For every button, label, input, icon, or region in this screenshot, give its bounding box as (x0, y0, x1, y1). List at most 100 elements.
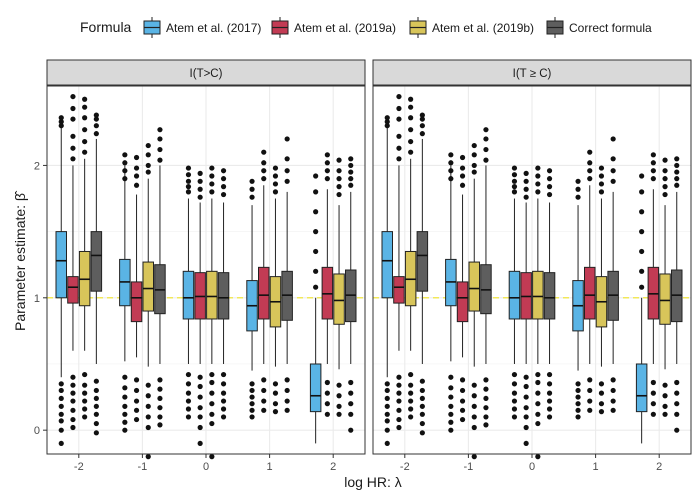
box-iqr (584, 266, 596, 320)
outlier-point (396, 382, 402, 388)
outlier-point (185, 189, 192, 195)
outlier-point (272, 409, 279, 415)
outlier-point (185, 165, 192, 171)
outlier-point (313, 268, 319, 274)
box (595, 165, 608, 415)
box (584, 149, 596, 413)
outlier-point (408, 371, 414, 378)
outlier-point (70, 133, 76, 139)
box-group (182, 165, 230, 460)
outlier-point (313, 173, 319, 179)
outlier-point (336, 393, 342, 399)
outlier-point (610, 156, 616, 162)
outlier-point (261, 149, 267, 155)
box (671, 156, 683, 433)
outlier-point (610, 407, 616, 413)
box-group (246, 136, 293, 420)
outlier-point (261, 387, 267, 394)
outlier-point (448, 427, 454, 433)
outlier-point (650, 379, 656, 386)
outlier-point (82, 115, 88, 121)
outlier-point (662, 176, 668, 182)
outlier-point (535, 454, 541, 460)
outlier-point (408, 390, 414, 396)
outlier-point (122, 419, 128, 425)
outlier-point (70, 145, 76, 151)
box (607, 136, 619, 413)
outlier-point (220, 390, 227, 396)
outlier-point (70, 374, 76, 380)
outlier-point (93, 378, 99, 384)
box-group (119, 127, 166, 460)
outlier-point (396, 116, 402, 122)
box (55, 115, 67, 447)
outlier-point (535, 189, 541, 195)
box (119, 152, 131, 433)
panel: I(T ≥ C) -2 -1 0 1 2 (372, 59, 692, 473)
outlier-point (58, 123, 64, 129)
box (345, 156, 357, 433)
outlier-point (575, 381, 581, 387)
outlier-point (145, 382, 151, 388)
box (206, 165, 218, 460)
outlier-point (511, 381, 518, 387)
outlier-point (471, 169, 477, 175)
outlier-point (483, 377, 489, 383)
outlier-point (185, 398, 192, 404)
box (217, 168, 230, 420)
outlier-point (662, 393, 668, 399)
outlier-point (336, 403, 342, 409)
outlier-point (575, 186, 581, 192)
outlier-point (249, 178, 255, 184)
outlier-point (587, 160, 593, 166)
panels: I(T>C) -2 -1 0 1 2 0 1 2 I(T ≥ C) -2 -1 0 1 2 (34, 59, 692, 473)
outlier-point (133, 377, 140, 383)
box-iqr (635, 363, 648, 413)
outlier-point (384, 427, 390, 433)
outlier-point (459, 154, 466, 161)
box-iqr (456, 281, 469, 323)
outlier-point (575, 178, 581, 184)
outlier-point (448, 411, 454, 417)
box (194, 170, 206, 447)
box-iqr (532, 270, 544, 320)
outlier-point (157, 386, 163, 392)
outlier-point (336, 176, 342, 182)
outlier-point (448, 403, 454, 409)
outlier-point (336, 184, 342, 190)
box (321, 152, 334, 417)
outlier-point (348, 401, 354, 407)
outlier-point (384, 119, 390, 125)
outlier-point (122, 374, 128, 380)
outlier-point (324, 401, 330, 407)
outlier-point (483, 157, 489, 163)
outlier-point (70, 424, 76, 431)
outlier-point (459, 173, 466, 179)
outlier-point (674, 427, 680, 433)
outlier-point (511, 165, 518, 171)
outlier-point (324, 390, 330, 396)
outlier-point (82, 390, 88, 396)
outlier-point (610, 387, 616, 394)
outlier-point (483, 422, 489, 428)
outlier-point (70, 93, 76, 100)
outlier-point (448, 394, 454, 400)
box (635, 173, 648, 444)
y-tick-label: 2 (34, 160, 40, 172)
outlier-point (639, 189, 645, 195)
outlier-point (93, 420, 99, 427)
outlier-point (272, 381, 279, 387)
outlier-point (145, 169, 151, 175)
outlier-point (471, 424, 477, 431)
box (246, 178, 258, 420)
outlier-point (70, 390, 76, 396)
outlier-point (122, 152, 128, 158)
outlier-point (419, 116, 425, 122)
outlier-point (313, 229, 319, 235)
outlier-point (674, 156, 680, 162)
outlier-point (598, 181, 605, 187)
outlier-point (535, 390, 541, 396)
box-iqr (258, 266, 270, 320)
outlier-point (662, 382, 668, 388)
outlier-point (384, 411, 390, 417)
